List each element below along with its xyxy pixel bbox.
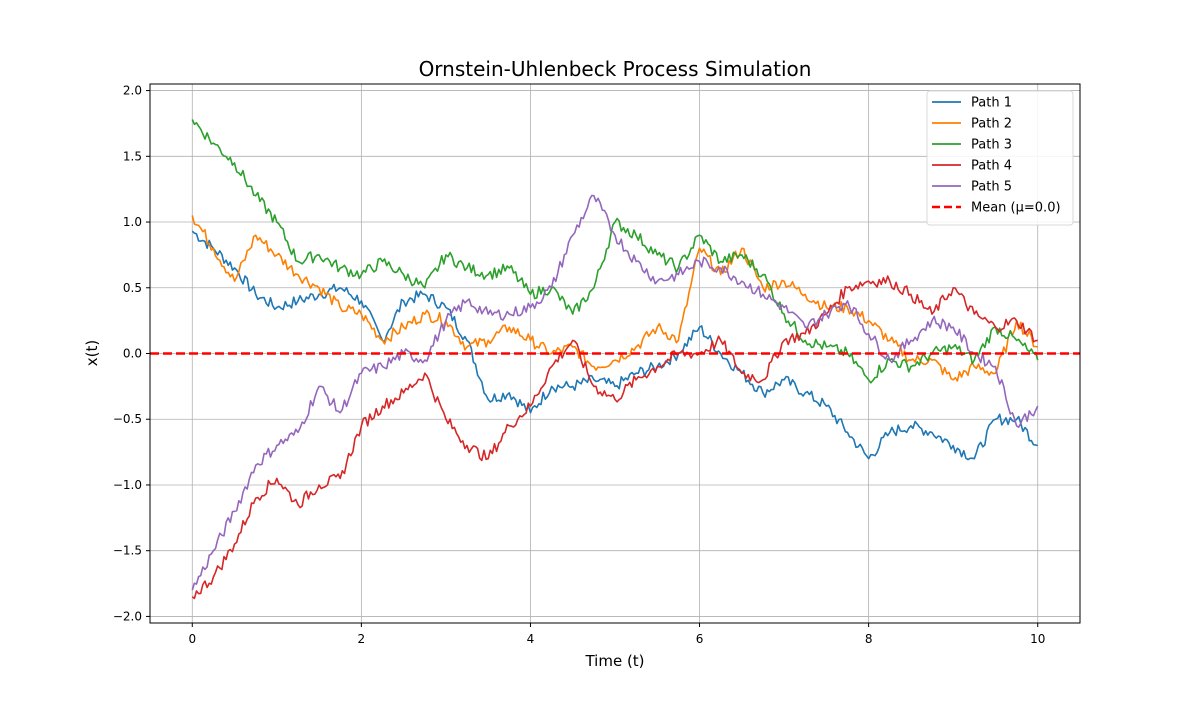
y-axis-label: x(t) bbox=[83, 340, 101, 366]
y-tick-label: −0.5 bbox=[113, 412, 142, 426]
legend-label: Path 5 bbox=[971, 180, 1012, 195]
legend: Path 1 Path 2 Path 3 Path 4 Path 5 Mean (μ=0.… bbox=[926, 90, 1074, 226]
x-tick-label: 8 bbox=[865, 632, 873, 646]
x-tick-label: 2 bbox=[358, 632, 366, 646]
chart-title: Ornstein-Uhlenbeck Process Simulation bbox=[419, 57, 812, 81]
x-tick-label: 0 bbox=[188, 632, 196, 646]
x-tick-label: 4 bbox=[527, 632, 535, 646]
legend-label: Path 2 bbox=[971, 117, 1012, 132]
series-line-path-1 bbox=[191, 230, 1038, 461]
legend-label: Path 4 bbox=[971, 159, 1012, 174]
y-tick-label: −2.0 bbox=[113, 609, 142, 623]
x-tick-label: 6 bbox=[696, 632, 704, 646]
y-tick-label: −1.5 bbox=[113, 544, 142, 558]
y-tick-label: −1.0 bbox=[113, 478, 142, 492]
x-axis-label: Time (t) bbox=[584, 652, 644, 670]
legend-label: Path 1 bbox=[971, 96, 1012, 111]
x-tick-label: 10 bbox=[1030, 632, 1045, 646]
y-tick-label: 2.0 bbox=[123, 84, 142, 98]
series-line-path-2 bbox=[191, 215, 1038, 382]
legend-box bbox=[926, 90, 1074, 226]
y-tick-label: 0.0 bbox=[123, 347, 142, 361]
legend-label: Path 3 bbox=[971, 138, 1012, 153]
y-tick-label: 1.0 bbox=[123, 215, 142, 229]
y-tick-label: 0.5 bbox=[123, 281, 142, 295]
x-axis: 0 2 4 6 8 10 bbox=[188, 623, 1045, 646]
legend-label: Mean (μ=0.0) bbox=[971, 201, 1061, 216]
y-tick-label: 1.5 bbox=[123, 149, 142, 163]
series-line-path-4 bbox=[191, 275, 1038, 600]
plot-area bbox=[150, 119, 1080, 600]
series-line-path-3 bbox=[191, 119, 1039, 384]
y-axis: −2.0 −1.5 −1.0 −0.5 0.0 0.5 1.0 1.5 2.0 bbox=[113, 84, 150, 623]
